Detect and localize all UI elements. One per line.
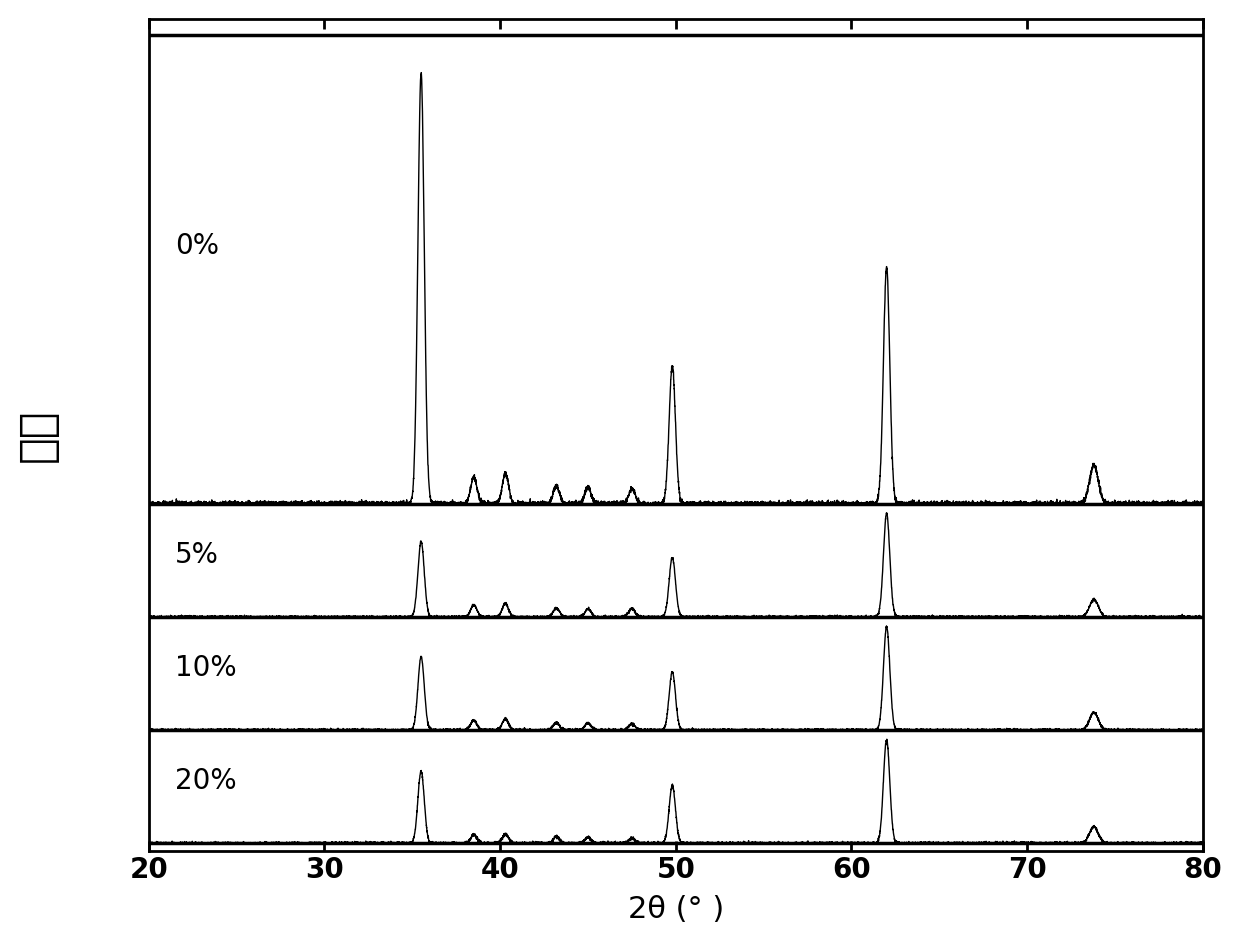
Text: 5%: 5% <box>175 541 219 569</box>
X-axis label: 2θ (° ): 2θ (° ) <box>627 895 724 924</box>
Text: 10%: 10% <box>175 654 237 682</box>
Text: 强度: 强度 <box>16 409 58 462</box>
Text: 20%: 20% <box>175 767 237 795</box>
Text: 0%: 0% <box>175 232 219 260</box>
